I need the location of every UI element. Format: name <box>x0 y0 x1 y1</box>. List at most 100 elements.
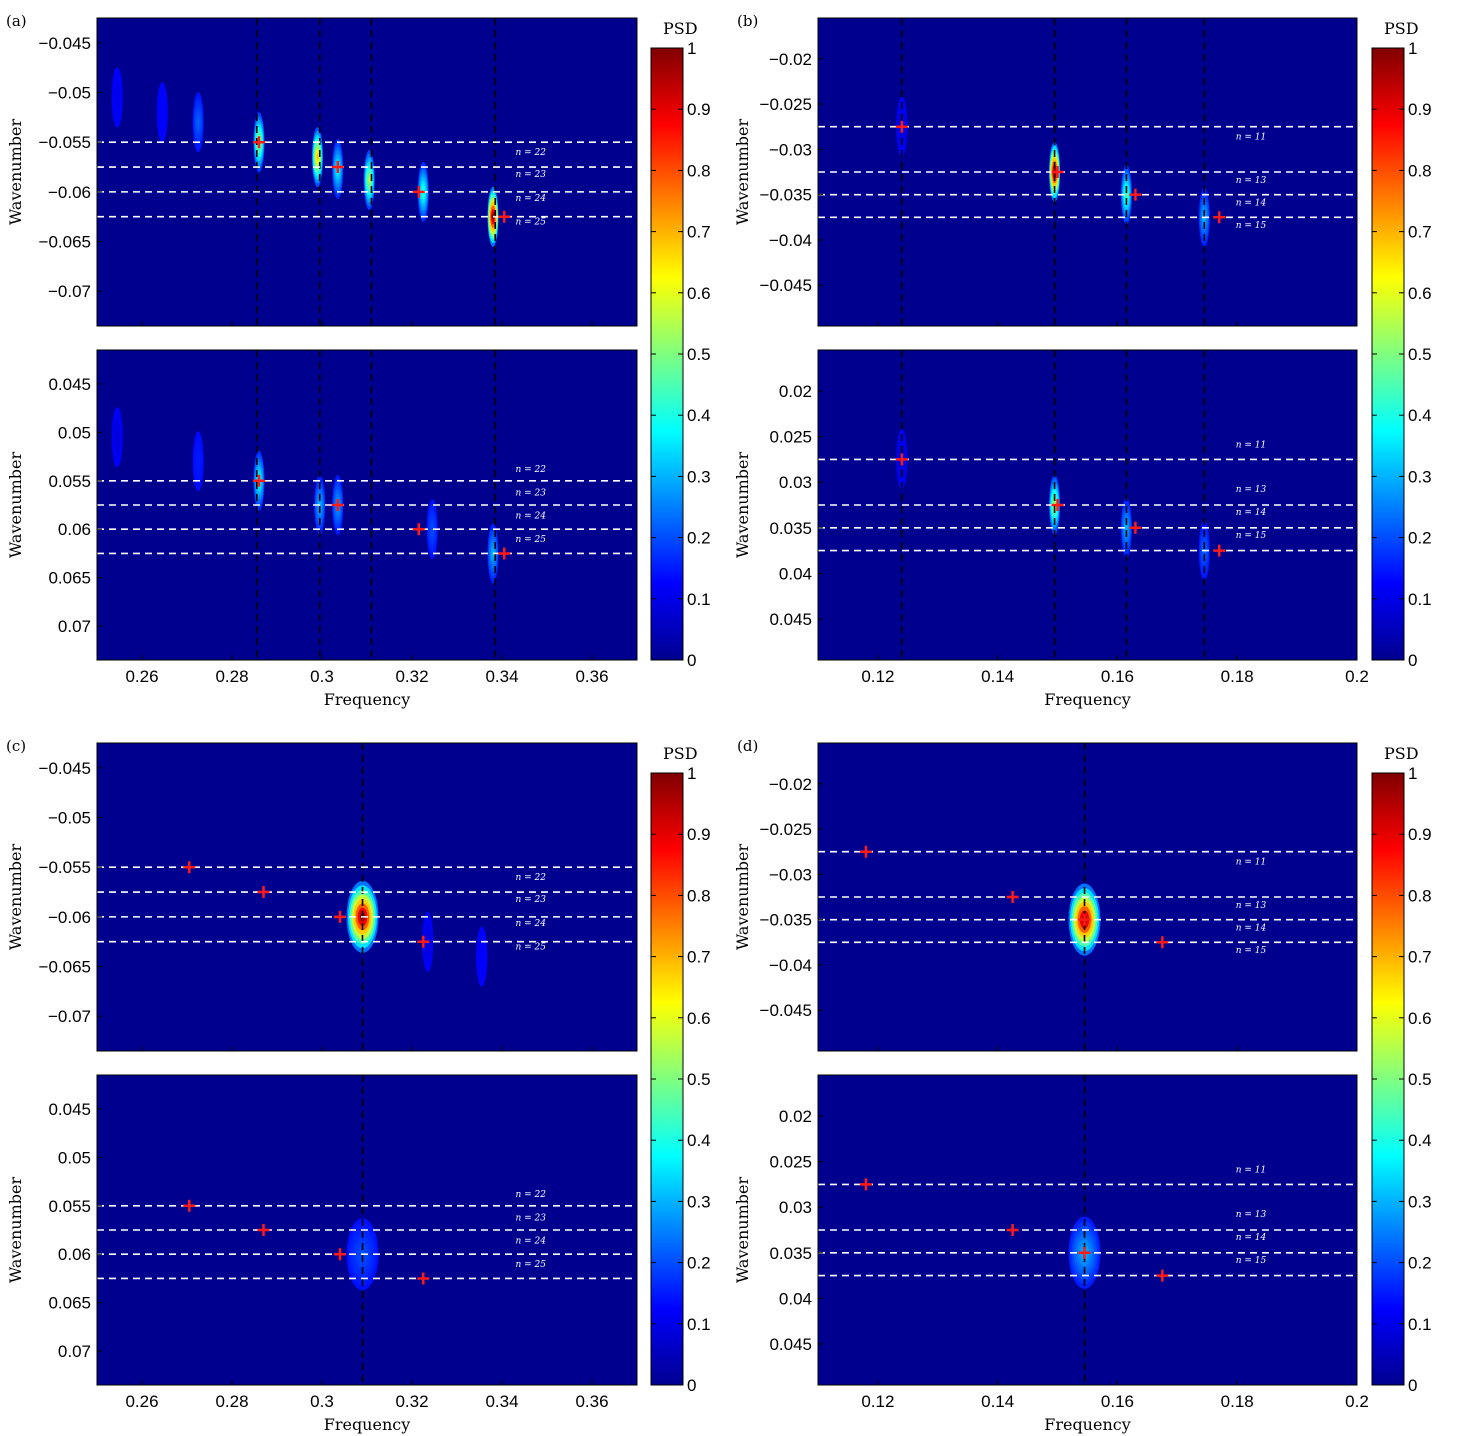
x-axis-label: Frequency <box>324 690 411 709</box>
axes-bottom: n = 22 n = 23 n = 24 n = 25 0.045 0.05 0.055 0.… <box>6 349 638 686</box>
y-tick-label: −0.045 <box>39 34 91 53</box>
y-tick-label: −0.055 <box>39 858 91 877</box>
colorbar-tick-label: 0.1 <box>1408 1315 1432 1334</box>
psd-peak <box>116 93 119 102</box>
y-tick-label: 0.035 <box>769 519 812 538</box>
mode-label: n = 13 <box>1236 1210 1267 1220</box>
mode-label: n = 13 <box>1236 901 1267 911</box>
mode-label: n = 25 <box>516 943 547 953</box>
colorbar-tick-label: 1 <box>1408 39 1417 58</box>
prediction-marker <box>1129 188 1142 201</box>
prediction-marker <box>1006 891 1019 903</box>
axes-frame <box>817 1074 1358 1386</box>
prediction-marker <box>331 499 344 511</box>
y-tick-label: 0.045 <box>48 1100 91 1119</box>
mode-label: n = 14 <box>1236 199 1267 209</box>
colorbar-tick-label: 0.3 <box>687 1192 711 1211</box>
colorbar-tick-label: 1 <box>1408 764 1417 783</box>
x-tick-label: 0.34 <box>485 1392 518 1411</box>
colorbar-title: PSD <box>1384 19 1419 38</box>
colorbar-tick-label: 1 <box>687 39 696 58</box>
prediction-marker <box>1078 1246 1091 1259</box>
y-tick-label: 0.07 <box>58 617 91 636</box>
prediction-marker <box>257 1224 270 1236</box>
mode-label: n = 15 <box>1236 531 1267 541</box>
colorbar-tick-label: 0.7 <box>687 948 711 967</box>
psd-peak <box>480 952 483 961</box>
y-tick-label: 0.06 <box>58 1245 91 1264</box>
x-tick-label: 0.3 <box>310 667 334 686</box>
x-tick-label: 0.16 <box>1101 667 1134 686</box>
y-axis-label: Wavenumber <box>733 452 752 559</box>
y-tick-label: −0.07 <box>48 282 91 301</box>
axes-bottom: n = 22 n = 23 n = 24 n = 25 0.045 0.05 0.055 0.… <box>6 1074 638 1411</box>
colorbar-tick-label: 0.3 <box>1408 467 1432 486</box>
y-tick-label: −0.02 <box>769 50 812 69</box>
x-tick-label: 0.14 <box>981 1392 1014 1411</box>
heatmap: n = 11 n = 13 n = 14 n = 15 <box>818 1075 1357 1385</box>
x-tick-label: 0.2 <box>1345 1392 1369 1411</box>
y-tick-label: 0.025 <box>769 1153 812 1172</box>
y-tick-label: −0.02 <box>769 775 812 794</box>
axes-frame <box>96 17 638 327</box>
axes-frame <box>96 349 638 661</box>
x-tick-label: 0.28 <box>215 667 248 686</box>
mode-label: n = 24 <box>516 512 547 522</box>
prediction-marker <box>412 185 425 198</box>
y-tick-label: 0.045 <box>48 375 91 394</box>
colorbar-tick-label: 0.3 <box>687 467 711 486</box>
colorbar-title: PSD <box>1384 744 1419 763</box>
y-axis-label: Wavenumber <box>6 119 25 226</box>
panel-d: (d) n = 11 n = 13 n = 14 n = 15 −0.045 −0.04 −0… <box>733 737 1432 1434</box>
y-tick-label: 0.045 <box>769 1335 812 1354</box>
y-tick-label: −0.045 <box>760 1001 812 1020</box>
prediction-marker <box>417 1272 430 1285</box>
y-tick-label: −0.03 <box>769 865 812 884</box>
mode-label: n = 13 <box>1236 485 1267 495</box>
heatmap: n = 11 n = 13 n = 14 n = 15 <box>818 350 1357 660</box>
colorbar-tick-label: 0.2 <box>687 529 711 548</box>
mode-label: n = 22 <box>516 873 547 883</box>
prediction-marker <box>1213 544 1226 557</box>
prediction-marker <box>895 120 908 133</box>
mode-label: n = 15 <box>1236 221 1267 231</box>
prediction-marker <box>334 910 346 923</box>
prediction-marker <box>895 453 908 466</box>
colorbar-tick-label: 0.6 <box>687 1009 711 1028</box>
colorbar-tick-label: 0.8 <box>687 886 711 905</box>
x-tick-label: 0.3 <box>310 1392 334 1411</box>
mode-label: n = 25 <box>516 1260 547 1270</box>
colorbar-tick-label: 0.3 <box>1408 1192 1432 1211</box>
mode-label: n = 11 <box>1236 1166 1267 1176</box>
panel-label: (b) <box>737 12 758 30</box>
y-tick-label: 0.07 <box>58 1342 91 1361</box>
x-axis-label: Frequency <box>1044 690 1131 709</box>
prediction-marker <box>1156 1269 1169 1282</box>
axes-frame <box>96 742 638 1052</box>
colorbar-tick-label: 0.7 <box>1408 223 1432 242</box>
colorbar-tick-label: 0 <box>1408 1376 1417 1395</box>
colorbar-tick-label: 0.8 <box>687 161 711 180</box>
mode-label: n = 11 <box>1236 132 1267 142</box>
panel-a: (a) n = 22 n = 23 n = 24 n = 25 −0.07 −0.065 −0… <box>6 12 711 709</box>
prediction-marker <box>1213 211 1226 224</box>
y-tick-label: −0.035 <box>760 186 812 205</box>
colorbar-tick-label: 0.7 <box>1408 948 1432 967</box>
x-tick-label: 0.36 <box>575 1392 608 1411</box>
mode-label: n = 23 <box>516 895 547 905</box>
prediction-marker <box>859 1178 872 1191</box>
x-tick-label: 0.36 <box>575 667 608 686</box>
colorbar-tick-label: 0 <box>1408 651 1417 670</box>
colorbar-tick-label: 1 <box>687 764 696 783</box>
prediction-marker <box>1156 936 1169 949</box>
panel-c: (c) n = 22 n = 23 n = 24 n = 25 −0.07 −0.065 −0… <box>6 737 711 1434</box>
axes-bottom: n = 11 n = 13 n = 14 n = 15 0.02 0.025 0.03 0.0… <box>733 349 1369 686</box>
heatmap: n = 11 n = 13 n = 14 n = 15 <box>818 18 1357 326</box>
x-tick-label: 0.18 <box>1221 667 1254 686</box>
prediction-marker <box>183 861 196 874</box>
colorbar-tick-label: 0.1 <box>1408 590 1432 609</box>
colorbar-tick-label: 0.6 <box>1408 1009 1432 1028</box>
colorbar-tick-label: 0.6 <box>1408 284 1432 303</box>
prediction-marker <box>498 210 511 223</box>
